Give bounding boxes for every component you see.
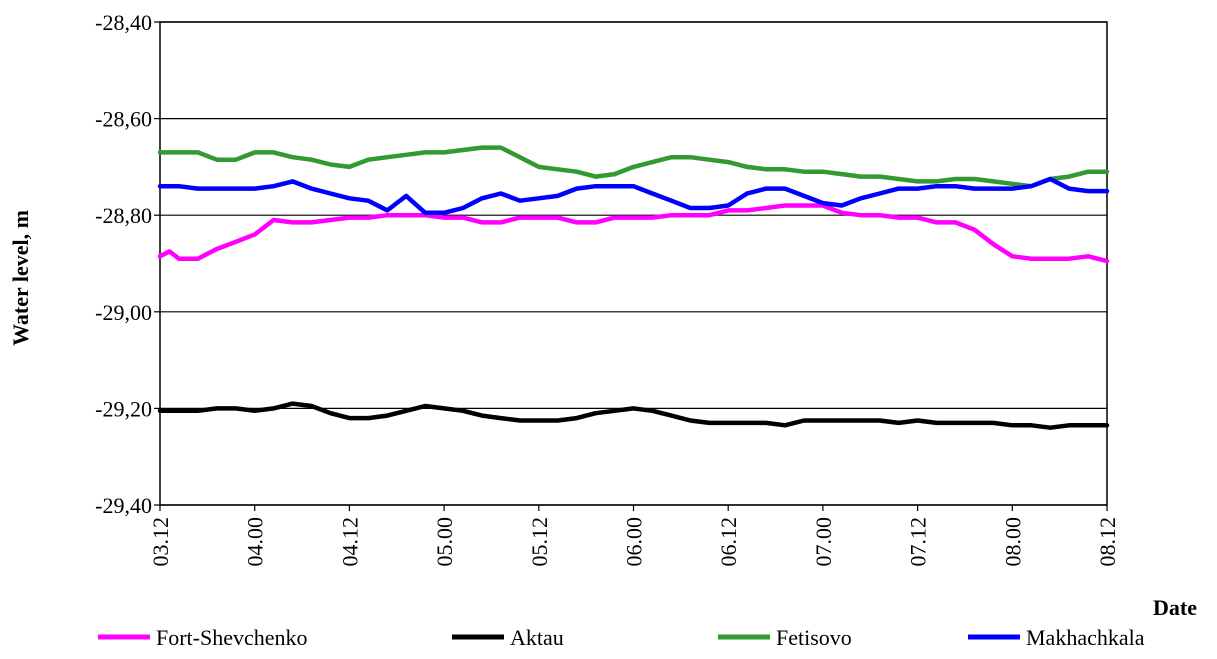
series-lines — [157, 145, 1110, 430]
x-tick-label: 05.12 — [527, 517, 552, 567]
plot-area-frame — [159, 21, 1108, 506]
y-tick-label: -29,40 — [95, 493, 152, 518]
y-tick-label: -29,00 — [95, 300, 152, 325]
y-tick-label: -29,20 — [95, 396, 152, 421]
x-tick-label: 04.12 — [337, 517, 362, 567]
y-axis-ticks: -28,40 -28,60 -28,80 -29,00 -29,20 -29,40 — [95, 10, 160, 518]
x-tick-label: 05.00 — [432, 517, 457, 567]
x-tick-label: 06.00 — [622, 517, 647, 567]
legend-label-makhachkala: Makhachkala — [1026, 625, 1145, 650]
x-tick-label: 07.12 — [906, 517, 931, 567]
x-tick-label: 08.12 — [1095, 517, 1120, 567]
x-tick-label: 08.00 — [1000, 517, 1025, 567]
y-tick-label: -28,40 — [95, 10, 152, 35]
legend: Fort-Shevchenko Aktau Fetisovo Makhachkala — [98, 625, 1145, 650]
y-tick-label: -28,80 — [95, 203, 152, 228]
legend-label-fetisovo: Fetisovo — [776, 625, 852, 650]
x-tick-label: 07.00 — [811, 517, 836, 567]
legend-label-aktau: Aktau — [510, 625, 564, 650]
x-axis-ticks: 03.12 04.00 04.12 05.00 05.12 06.00 06.12 07.00… — [148, 505, 1120, 567]
series-line-makhachkala — [157, 176, 1110, 216]
x-tick-label: 03.12 — [148, 517, 173, 567]
x-axis-title: Date — [1153, 595, 1197, 620]
x-tick-label: 04.00 — [243, 517, 268, 567]
x-tick-label: 06.12 — [716, 517, 741, 567]
series-line-fetisovo — [157, 145, 1110, 189]
y-axis-title: Water level, m — [8, 210, 33, 346]
y-tick-label: -28,60 — [95, 107, 152, 132]
series-line-aktau — [157, 401, 1110, 430]
gridlines — [160, 21, 1107, 506]
series-line-fort-shevchenko — [157, 203, 1110, 264]
legend-label-fort-shevchenko: Fort-Shevchenko — [156, 625, 308, 650]
